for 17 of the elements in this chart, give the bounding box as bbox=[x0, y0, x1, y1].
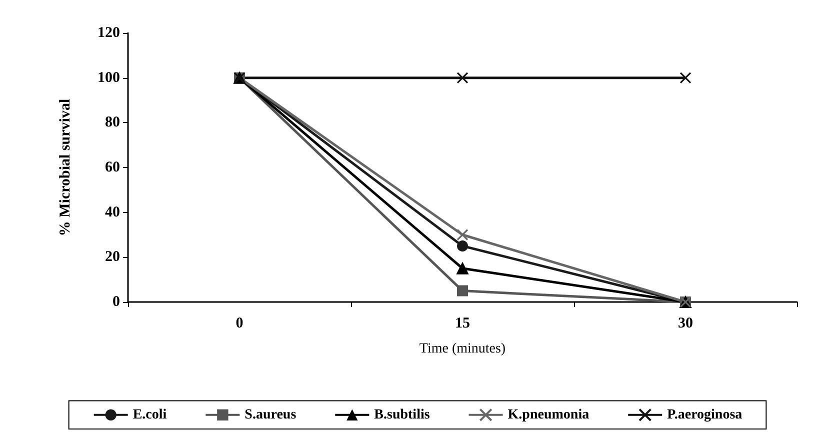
legend-label: K.pneumonia bbox=[508, 407, 590, 422]
x-tick-label: 0 bbox=[236, 316, 244, 332]
legend-label: P.aeroginosa bbox=[667, 407, 742, 422]
y-tick-label: 0 bbox=[112, 294, 120, 310]
legend-label: E.coli bbox=[132, 407, 167, 422]
y-tick-label: 100 bbox=[98, 70, 120, 86]
y-tick-label: 40 bbox=[105, 204, 120, 220]
x-tick-label: 15 bbox=[455, 316, 470, 332]
y-tick-label: 20 bbox=[105, 249, 120, 266]
legend-label: S.aureus bbox=[244, 407, 297, 422]
legend-label: B.subtilis bbox=[374, 407, 430, 422]
x-axis-title: Time (minutes) bbox=[419, 342, 506, 356]
y-tick-label: 120 bbox=[98, 25, 120, 41]
y-axis-title: % Microbial survival bbox=[58, 98, 74, 236]
x-tick-label: 30 bbox=[678, 316, 693, 332]
y-tick-label: 60 bbox=[105, 160, 120, 176]
y-tick-label: 80 bbox=[105, 114, 120, 131]
